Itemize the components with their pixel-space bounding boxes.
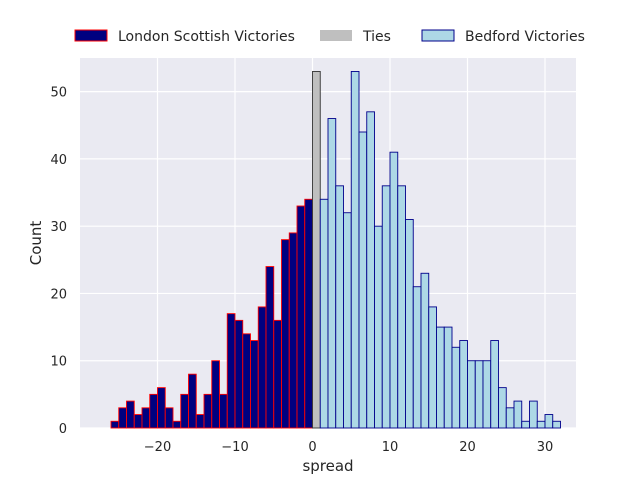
histogram-bar: [319, 198, 329, 429]
legend-label: London Scottish Victories: [118, 29, 295, 45]
histogram-bar: [467, 360, 476, 429]
histogram-bar: [529, 400, 538, 429]
histogram-bar: [343, 212, 352, 429]
histogram-bar: [304, 198, 313, 429]
histogram-bar: [141, 407, 151, 429]
histogram-bar: [536, 420, 546, 429]
histogram-bar: [335, 185, 344, 429]
histogram-bar: [149, 393, 158, 429]
histogram-bar: [312, 71, 321, 429]
y-tick-label: 30: [50, 220, 67, 235]
histogram-bar: [188, 373, 197, 429]
histogram-bar: [505, 407, 515, 429]
x-tick-label: −10: [221, 440, 248, 455]
legend-swatch: [421, 29, 455, 42]
histogram-bar: [451, 346, 461, 429]
x-tick-label: 30: [537, 440, 554, 455]
histogram-bar: [436, 326, 445, 429]
histogram-bar: [172, 420, 182, 429]
histogram-bar: [250, 340, 259, 429]
histogram-bar: [397, 185, 406, 429]
histogram-bar: [358, 131, 368, 429]
x-tick-label: 0: [308, 440, 316, 455]
histogram-bar: [265, 266, 275, 429]
x-tick-label: −20: [144, 440, 171, 455]
y-tick-label: 10: [50, 355, 67, 370]
x-tick-label: 20: [459, 440, 476, 455]
histogram-bar: [203, 393, 213, 429]
histogram-bar: [242, 333, 251, 429]
legend-label: Ties: [362, 29, 391, 45]
histogram-bar: [110, 420, 120, 429]
histogram-bar: [257, 306, 267, 429]
histogram-bar: [288, 232, 298, 429]
histogram-bar: [552, 420, 561, 429]
histogram-bar: [490, 340, 499, 429]
histogram-bar: [226, 313, 236, 429]
histogram-bar: [273, 319, 282, 429]
histogram-bar: [521, 420, 530, 429]
x-axis-ticks: −20 −10 0 10 20 30: [144, 440, 553, 455]
histogram-bar: [428, 306, 437, 429]
histogram-bar: [544, 414, 554, 429]
histogram-bar: [498, 387, 507, 429]
y-tick-label: 50: [50, 86, 67, 101]
x-tick-label: 10: [382, 440, 399, 455]
histogram-bar: [133, 414, 143, 429]
y-tick-label: 0: [59, 422, 67, 437]
histogram-bar: [482, 360, 492, 429]
histogram-bar: [381, 185, 391, 429]
histogram-bar: [443, 326, 453, 429]
histogram-bar: [459, 340, 468, 429]
histogram-bar: [211, 360, 220, 429]
histogram-bar: [405, 219, 414, 429]
legend-label: Bedford Victories: [465, 29, 585, 45]
histogram-bar: [219, 393, 228, 429]
histogram-bar: [420, 272, 430, 429]
x-axis-label: spread: [302, 457, 353, 475]
histogram-bar: [157, 387, 166, 429]
y-tick-label: 20: [50, 287, 67, 302]
histogram-bar: [281, 239, 290, 429]
histogram-bar: [327, 118, 337, 429]
histogram-bar: [389, 151, 399, 429]
histogram-bar: [195, 414, 205, 429]
histogram-bar: [180, 393, 189, 429]
histogram-bar: [374, 225, 383, 429]
histogram-bar: [366, 111, 375, 429]
histogram-bar: [474, 360, 484, 429]
histogram-bar: [234, 319, 244, 429]
histogram-bar: [350, 71, 360, 429]
legend: London Scottish Victories Ties Bedford Vic…: [74, 29, 585, 45]
histogram-bar: [296, 205, 306, 429]
legend-swatch: [320, 30, 352, 41]
histogram-bar: [513, 400, 523, 429]
histogram-bar: [126, 400, 135, 429]
legend-swatch: [74, 29, 108, 42]
bars: [110, 71, 561, 429]
histogram-bar: [164, 407, 174, 429]
y-axis-label: Count: [27, 221, 45, 266]
y-axis-ticks: 0 10 20 30 40 50: [50, 86, 67, 437]
histogram-bar: [412, 286, 422, 429]
y-tick-label: 40: [50, 153, 67, 168]
histogram-bar: [118, 407, 127, 429]
